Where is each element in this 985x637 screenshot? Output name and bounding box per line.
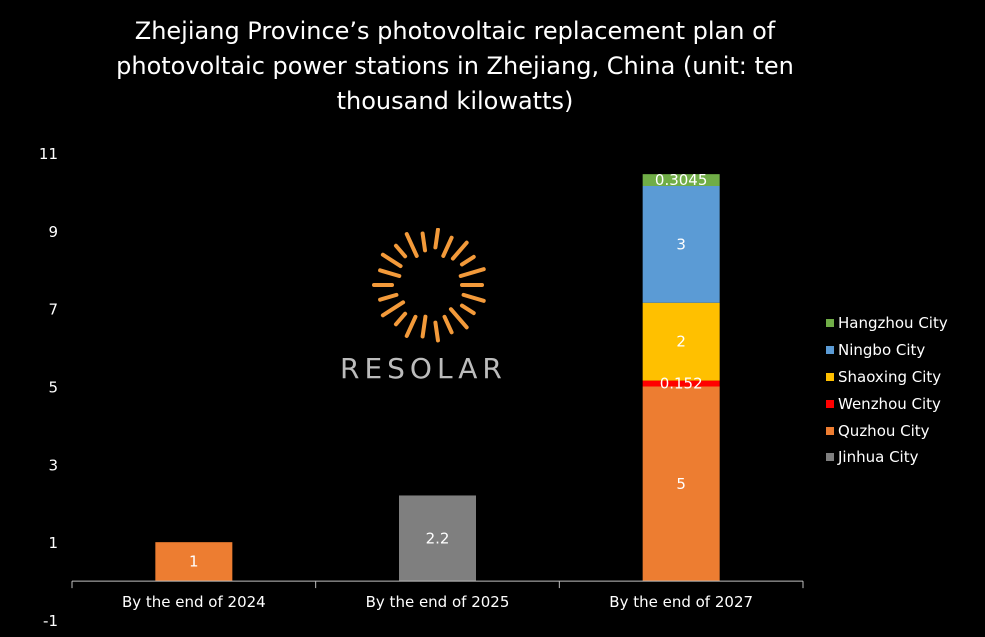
bar-segment — [642, 386, 720, 582]
bar-segment — [155, 542, 233, 582]
legend-swatch — [826, 319, 834, 328]
legend-item: Jinhua City — [826, 444, 948, 471]
legend-swatch — [826, 399, 834, 408]
data-label: 2.2 — [426, 529, 450, 547]
legend-item: Hangzhou City — [826, 310, 948, 337]
legend-swatch — [826, 426, 834, 435]
legend-swatch — [826, 453, 834, 462]
x-tick-label: By the end of 2025 — [366, 593, 510, 611]
legend-item: Shaoxing City — [826, 364, 948, 391]
legend-label: Quzhou City — [838, 421, 930, 440]
data-labels: 1 2.2 5 0.152 2 3 0.3045 — [189, 171, 707, 571]
bar-segment — [642, 186, 720, 303]
bar-segment — [642, 174, 720, 187]
x-axis — [71, 580, 804, 589]
sun-logo-icon — [370, 227, 490, 347]
x-axis-labels: By the end of 2024 By the end of 2025 By t… — [122, 593, 753, 611]
legend-swatch — [826, 346, 834, 355]
bar-segment — [642, 302, 720, 381]
bar-segment — [642, 380, 720, 387]
legend-label: Shaoxing City — [838, 367, 942, 386]
y-tick-label: 9 — [48, 223, 58, 241]
data-label: 1 — [189, 553, 199, 571]
data-label: 0.152 — [660, 375, 703, 393]
bar-segment — [399, 495, 476, 582]
legend-label: Jinhua City — [838, 448, 919, 467]
y-tick-label: 11 — [39, 145, 58, 163]
data-label: 3 — [676, 235, 686, 253]
legend-label: Ningbo City — [838, 341, 926, 360]
legend-label: Hangzhou City — [838, 314, 948, 333]
legend: Hangzhou City Ningbo City Shaoxing City Wen… — [826, 310, 948, 471]
data-label: 5 — [676, 475, 686, 493]
legend-swatch — [826, 372, 834, 381]
legend-item: Wenzhou City — [826, 390, 948, 417]
y-axis-ticks: -1 1 3 5 7 9 11 — [39, 145, 58, 630]
x-tick-label: By the end of 2024 — [122, 593, 266, 611]
y-tick-label: 3 — [48, 456, 58, 474]
y-tick-label: 7 — [48, 301, 58, 319]
chart-title: Zhejiang Province’s photovoltaic replace… — [116, 17, 794, 115]
y-tick-label: -1 — [43, 612, 58, 630]
legend-item: Ningbo City — [826, 337, 948, 364]
data-label: 0.3045 — [655, 171, 708, 189]
legend-item: Quzhou City — [826, 417, 948, 444]
y-tick-label: 5 — [48, 379, 58, 397]
x-tick-label: By the end of 2027 — [609, 593, 753, 611]
data-label: 2 — [676, 333, 686, 351]
y-tick-label: 1 — [48, 534, 58, 552]
legend-label: Wenzhou City — [838, 394, 941, 413]
bars — [155, 174, 720, 582]
watermark-text: RESOLAR — [340, 352, 507, 385]
